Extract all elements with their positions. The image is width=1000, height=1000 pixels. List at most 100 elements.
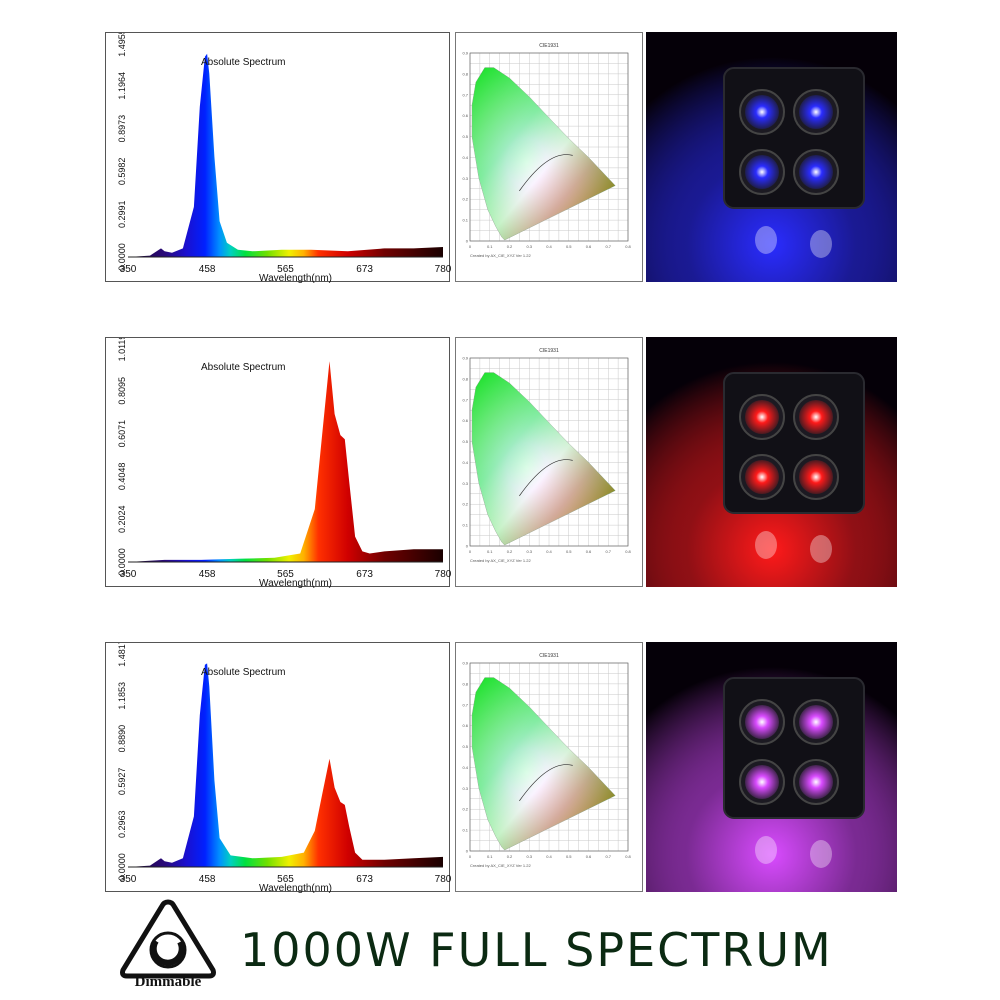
- cie-y-tick: 0.7: [462, 702, 468, 707]
- cie-x-tick: 0: [469, 549, 472, 554]
- x-tick-label: 458: [199, 264, 216, 275]
- y-tick-label: 0.5927: [117, 768, 127, 796]
- y-tick-label: 0.0000: [117, 243, 127, 271]
- cie-credit: Created by AX_CIE_XYZ Ver 1.22: [470, 253, 531, 258]
- spectrum-row-1: Absolute Spectrum 350 458 565 673 780 Waveleng…: [0, 32, 1000, 284]
- led-lens: [799, 95, 833, 129]
- spectrum-row-2: Absolute Spectrum 350 458 565 673 780 Waveleng…: [0, 337, 1000, 589]
- cie-x-tick: 0.7: [605, 854, 611, 859]
- x-tick-label: 350: [120, 264, 137, 275]
- chart-title: Absolute Spectrum: [201, 362, 286, 373]
- y-tick-label: 1.1853: [117, 682, 127, 710]
- dimmable-label: Dimmable: [134, 974, 202, 990]
- led-lens: [745, 400, 779, 434]
- cie-y-tick: 0: [466, 239, 469, 244]
- cie-x-tick: 0.1: [487, 549, 493, 554]
- led-lens: [799, 705, 833, 739]
- led-lens: [799, 765, 833, 799]
- y-tick-label: 1.0119: [117, 338, 127, 361]
- y-tick-label: 0.0000: [117, 853, 127, 881]
- cie-y-tick: 0.5: [462, 439, 468, 444]
- headline: 1000W FULL SPECTRUM: [240, 923, 833, 977]
- cie-y-tick: 0.3: [462, 786, 468, 791]
- cie-diagram-1: 0 0.1 0.2 0.3 0.4 0.5 0.6 0.7 0.8 0 0.1 0.2 0.3 0.4 0.…: [455, 32, 643, 282]
- cie-y-tick: 0.2: [462, 807, 468, 812]
- y-tick-label: 1.1964: [117, 72, 127, 100]
- y-tick-label: 0.5982: [117, 158, 127, 186]
- cie-x-tick: 0.2: [507, 549, 513, 554]
- cie-y-tick: 0.1: [462, 523, 468, 528]
- x-tick-label: 458: [199, 874, 216, 885]
- cie-y-tick: 0.8: [462, 71, 468, 76]
- y-tick-label: 0.8890: [117, 725, 127, 753]
- y-tick-label: 0.4048: [117, 463, 127, 491]
- planckian-locus: [519, 154, 573, 192]
- purple-led-photo: [646, 642, 897, 892]
- x-tick-label: 780: [435, 874, 451, 885]
- cie-x-tick: 0.4: [546, 549, 552, 554]
- x-tick-label: 350: [120, 569, 137, 580]
- cie-y-tick: 0.4: [462, 765, 468, 770]
- x-axis-label: Wavelength(nm): [259, 273, 332, 283]
- y-tick-label: 1.4817: [117, 643, 127, 667]
- planckian-locus: [519, 459, 573, 497]
- cie-y-tick: 0.2: [462, 197, 468, 202]
- cie-y-tick: 0.3: [462, 481, 468, 486]
- led-lens: [799, 460, 833, 494]
- x-tick-label: 565: [277, 264, 294, 275]
- y-tick-label: 0.2024: [117, 505, 127, 533]
- cie-x-tick: 0: [469, 854, 472, 859]
- red-led-photo: [646, 337, 897, 587]
- cie-y-tick: 0.1: [462, 218, 468, 223]
- cie-x-tick: 0.3: [526, 244, 532, 249]
- cie-x-tick: 0.8: [625, 549, 631, 554]
- cie-x-tick: 0.5: [566, 549, 572, 554]
- y-tick-label: 1.4955: [117, 33, 127, 57]
- cie-y-tick: 0.8: [462, 681, 468, 686]
- cie-credit: Created by AX_CIE_XYZ Ver 1.22: [470, 558, 531, 563]
- cie-y-tick: 0.1: [462, 828, 468, 833]
- spectrum-area: [128, 53, 443, 257]
- y-tick-label: 0.6071: [117, 420, 127, 448]
- cie-y-tick: 0.4: [462, 155, 468, 160]
- y-tick-label: 0.8095: [117, 377, 127, 405]
- y-tick-label: 0.8973: [117, 115, 127, 143]
- dimmable-icon: [120, 899, 216, 979]
- cie-x-tick: 0.7: [605, 549, 611, 554]
- chart-title: Absolute Spectrum: [201, 667, 286, 678]
- blue-led-photo: [646, 32, 897, 282]
- cie-x-tick: 0: [469, 244, 472, 249]
- led-lens: [799, 400, 833, 434]
- cie-x-tick: 0.5: [566, 854, 572, 859]
- chart-title: Absolute Spectrum: [201, 57, 286, 68]
- y-tick-label: 0.0000: [117, 548, 127, 576]
- planckian-locus: [519, 764, 573, 802]
- led-lens: [745, 765, 779, 799]
- spectrum-chart-2: Absolute Spectrum 350 458 565 673 780 Waveleng…: [105, 337, 451, 588]
- cie-y-tick: 0.6: [462, 113, 468, 118]
- cie-y-tick: 0.9: [462, 51, 468, 56]
- cie-x-tick: 0.8: [625, 244, 631, 249]
- cie-title: CIE1931: [539, 43, 559, 49]
- x-tick-label: 780: [435, 264, 451, 275]
- x-tick-label: 673: [356, 874, 373, 885]
- cie-y-tick: 0.7: [462, 397, 468, 402]
- cie-y-tick: 0.2: [462, 502, 468, 507]
- cie-y-tick: 0: [466, 544, 469, 549]
- cie-y-tick: 0.7: [462, 92, 468, 97]
- cie-x-tick: 0.2: [507, 854, 513, 859]
- led-lens: [745, 460, 779, 494]
- cie-x-tick: 0.4: [546, 854, 552, 859]
- led-lens: [799, 155, 833, 189]
- cie-y-tick: 0.4: [462, 460, 468, 465]
- cie-x-tick: 0.1: [487, 244, 493, 249]
- led-lens: [745, 95, 779, 129]
- cie-y-tick: 0.6: [462, 418, 468, 423]
- spectrum-chart-3: Absolute Spectrum 350 458 565 673 780 Waveleng…: [105, 642, 451, 893]
- y-tick-label: 0.2963: [117, 810, 127, 838]
- x-axis-label: Wavelength(nm): [259, 883, 332, 893]
- cie-y-tick: 0.5: [462, 744, 468, 749]
- x-tick-label: 780: [435, 569, 451, 580]
- x-tick-label: 565: [277, 874, 294, 885]
- x-tick-label: 673: [356, 264, 373, 275]
